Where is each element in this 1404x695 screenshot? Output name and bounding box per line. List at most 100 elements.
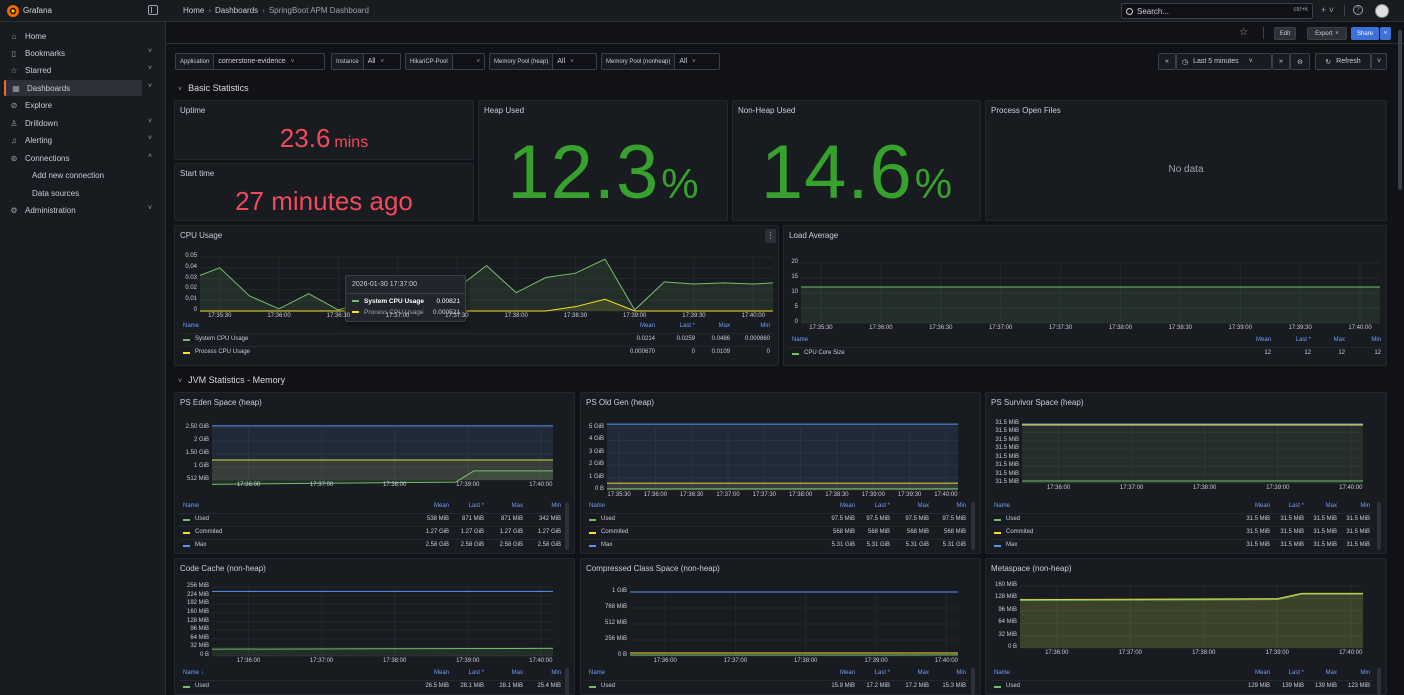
legend-value-last: 31.5 MiB [1280, 529, 1304, 535]
legend-header: Last * [874, 670, 890, 676]
var-instance[interactable]: Instance All ˅ [331, 53, 401, 70]
legend-scrollbar[interactable] [1377, 502, 1381, 550]
y-tick-label: 1 GiB [611, 588, 627, 594]
legend-scrollbar[interactable] [565, 668, 569, 695]
chevron-down-icon[interactable]: ˅ [147, 118, 152, 125]
time-shift-back-icon[interactable]: « [1158, 53, 1176, 70]
zoom-out-icon[interactable]: ⊖ [1290, 53, 1310, 70]
legend-scrollbar[interactable] [971, 502, 975, 550]
legend-header: Max [511, 503, 523, 509]
legend-row-divider [179, 680, 563, 681]
x-tick-label: 17:39:30 [1288, 325, 1312, 331]
search-input[interactable]: Search... ctrl+k [1121, 3, 1313, 19]
refresh-button[interactable]: ↻ Refresh [1315, 53, 1371, 70]
legend-value-max: 17.2 MiB [905, 683, 929, 689]
search-icon [1126, 8, 1133, 15]
legend-value-max: 5.31 GiB [905, 542, 929, 548]
sidebar-item-connections[interactable]: ⊛ Connections ˄ [10, 153, 152, 163]
avatar[interactable] [1375, 4, 1389, 18]
export-button[interactable]: Export ˅ [1307, 27, 1347, 40]
legend-row-divider [585, 526, 968, 527]
sidebar-item-home[interactable]: ⌂ Home [4, 28, 142, 44]
y-tick-label: 192 MiB [186, 600, 209, 607]
legend-swatch [183, 532, 190, 534]
legend-value-mean: 12 [1264, 350, 1271, 356]
x-tick-label: 17:39:00 [456, 482, 480, 488]
y-tick-label: 31.5 MiB [995, 428, 1019, 435]
sidebar-item-data-sources[interactable]: Data sources [32, 189, 80, 198]
chevron-down-icon: ˅ [570, 58, 574, 65]
x-tick-label: 17:38:00 [788, 492, 813, 498]
sidebar-dock-icon[interactable] [148, 5, 158, 15]
legend-series-name: Max [1006, 542, 1018, 548]
panel-load-average: Load Average [783, 225, 1387, 366]
chevron-down-icon[interactable]: ˅ [147, 65, 152, 72]
y-tick-label: 0 B [1007, 644, 1017, 650]
chevron-down-icon: ˅ [1335, 30, 1339, 37]
y-tick-label: 31.5 MiB [995, 420, 1019, 426]
sidebar-item-explore[interactable]: ⊘ Explore [10, 100, 53, 110]
panel-title: Heap Used [484, 106, 525, 115]
sidebar-item-dashboards[interactable]: ▦ Dashboards ˅ [4, 80, 152, 96]
time-shift-forward-icon[interactable]: » [1272, 53, 1290, 70]
time-range-picker[interactable]: ◷ Last 5 minutes ˅ [1176, 53, 1272, 70]
row-basic-statistics[interactable]: ˅ Basic Statistics [178, 83, 249, 93]
y-tick-label: 31.5 MiB [995, 453, 1019, 460]
share-menu-chevron-icon[interactable]: ˅ [1380, 27, 1391, 40]
var-memory-pool-nonheap[interactable]: Memory Pool (nonheap) All ˅ [601, 53, 720, 70]
add-new-icon[interactable]: + ˅ [1321, 5, 1335, 15]
legend-scrollbar[interactable] [971, 668, 975, 695]
legend-series-name: Process CPU Usage [195, 349, 251, 355]
legend-scrollbar[interactable] [1377, 668, 1381, 695]
legend-series-name: System CPU Usage [195, 336, 249, 342]
page-scrollbar[interactable] [1398, 30, 1402, 190]
star-icon[interactable]: ☆ [1239, 27, 1248, 38]
legend-value-last: 31.5 MiB [1280, 542, 1304, 548]
help-icon[interactable]: ? [1353, 5, 1363, 15]
divider [1344, 5, 1345, 16]
refresh-interval-chevron-icon[interactable]: ˅ [1371, 53, 1387, 70]
sidebar-item-add-new-connection[interactable]: Add new connection [32, 171, 105, 180]
sidebar-item-administration[interactable]: ⚙ Administration ˅ [10, 205, 152, 215]
sidebar-item-alerting[interactable]: ♫ Alerting ˅ [11, 135, 152, 145]
sidebar-item-bookmarks[interactable]: ▯ Bookmarks ˅ [4, 45, 152, 61]
legend-value-max: 31.5 MiB [1313, 516, 1337, 522]
y-tick-label: 5 [794, 304, 798, 310]
no-data-text: No data [1168, 164, 1204, 175]
y-tick-label: 1 GiB [193, 463, 209, 469]
share-button[interactable]: Share [1351, 27, 1379, 40]
legend-swatch [183, 519, 190, 521]
legend-scrollbar[interactable] [565, 502, 569, 550]
sidebar-item-starred[interactable]: ☆ Starred ˅ [10, 65, 152, 75]
panel-menu-icon[interactable]: ⋮ [765, 229, 776, 243]
grafana-logo-icon[interactable] [6, 4, 20, 18]
chevron-up-icon[interactable]: ˄ [147, 153, 152, 160]
legend-header: Mean [1254, 670, 1270, 676]
chevron-down-icon[interactable]: ˅ [147, 205, 152, 212]
var-hikaricp-pool[interactable]: HikariCP-Pool ˅ [405, 53, 485, 70]
breadcrumb-dashboards[interactable]: Dashboards [215, 6, 259, 15]
legend-value-mean: 129 MiB [1247, 683, 1270, 689]
var-memory-pool-heap[interactable]: Memory Pool (heap) All ˅ [489, 53, 597, 70]
chevron-down-icon[interactable]: ˅ [147, 135, 152, 142]
breadcrumb-home[interactable]: Home [183, 6, 205, 15]
legend-value-min: 12 [1374, 350, 1381, 356]
x-tick-label: 17:36:00 [653, 658, 677, 664]
legend-row-divider [179, 333, 772, 334]
sidebar-item-drilldown[interactable]: ♙ Drilldown ˅ [10, 118, 152, 128]
x-tick-label: 17:40:00 [934, 492, 958, 498]
x-tick-label: 17:37:30 [445, 313, 469, 319]
row-jvm-memory[interactable]: ˅ JVM Statistics - Memory [178, 375, 286, 385]
legend-value-max: 97.5 MiB [905, 516, 929, 522]
x-tick-label: 17:40:00 [529, 658, 553, 664]
chevron-down-icon[interactable]: ˅ [147, 83, 152, 90]
legend-series-name: Commited [1006, 529, 1034, 535]
x-tick-label: 17:38:00 [504, 313, 528, 319]
chevron-down-icon[interactable]: ˅ [147, 48, 152, 55]
y-tick-label: 31.5 MiB [995, 470, 1019, 477]
var-application[interactable]: Application cornerstone-evidence ˅ [175, 53, 325, 70]
edit-button[interactable]: Edit [1274, 27, 1296, 40]
legend-value-max: 139 MiB [1314, 683, 1337, 689]
legend-value-last: 28.1 MiB [460, 683, 484, 689]
bookmark-icon: ▯ [11, 48, 17, 58]
